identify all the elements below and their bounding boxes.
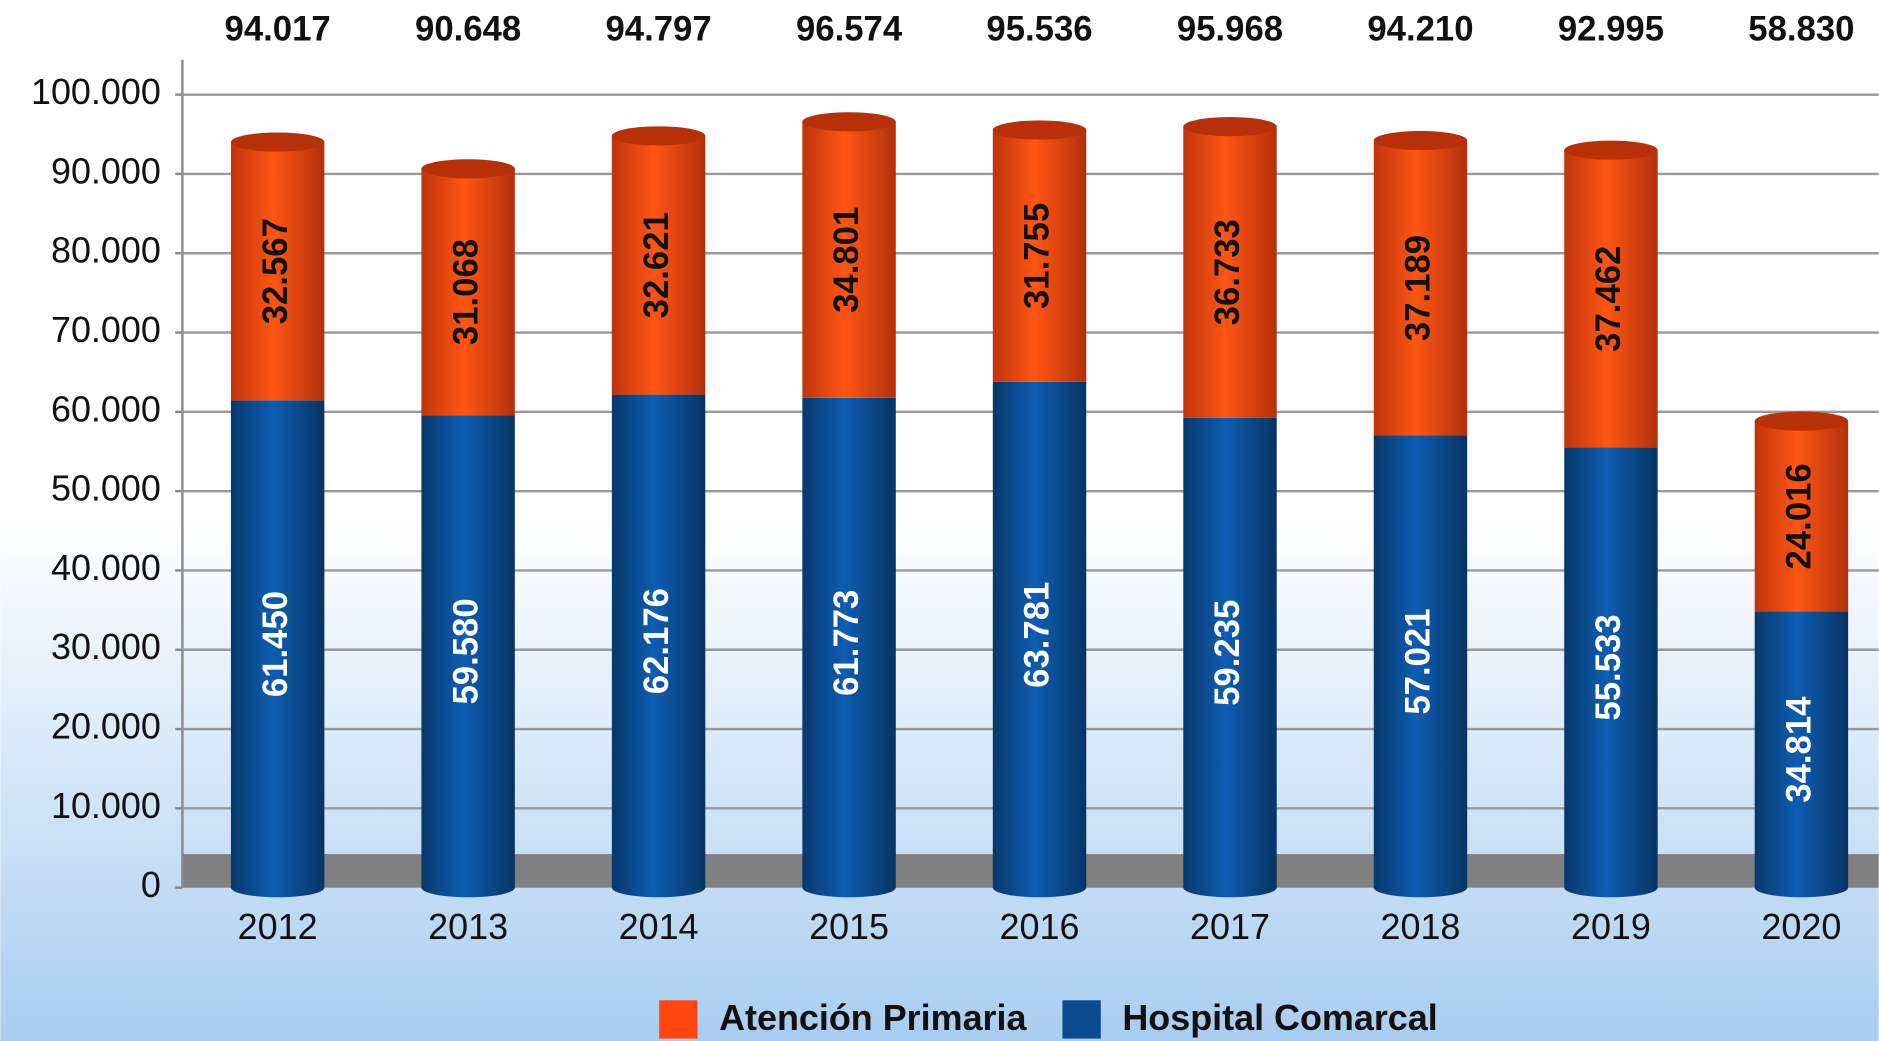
data-label: 63.781 [1019, 582, 1057, 688]
bar-cap [1373, 130, 1468, 151]
bar-segment [1564, 150, 1658, 448]
y-tick-label: 60.000 [51, 388, 161, 429]
total-label: 95.968 [1177, 10, 1283, 48]
x-tick-label: 2014 [619, 906, 699, 947]
bar-segment [1754, 611, 1849, 888]
total-label: 94.210 [1367, 10, 1473, 48]
bar-segment [1183, 126, 1277, 418]
bar-cap [1183, 117, 1277, 137]
y-tick-label: 50.000 [51, 468, 161, 509]
bar-segment [611, 394, 706, 888]
data-label: 55.533 [1590, 614, 1628, 720]
data-label: 31.068 [447, 239, 485, 345]
legend-label: Atención Primaria [719, 997, 1027, 1038]
data-label: 32.567 [257, 218, 295, 324]
bar-segment [421, 168, 515, 416]
y-tick-label: 40.000 [51, 547, 161, 588]
data-label: 37.462 [1590, 246, 1628, 352]
x-tick-label: 2015 [809, 906, 889, 947]
bar-cap [421, 159, 515, 179]
bar-cap [611, 126, 706, 146]
y-tick-label: 20.000 [51, 706, 161, 747]
legend-swatch [1062, 1000, 1101, 1039]
data-label: 62.176 [638, 588, 676, 694]
y-tick-label: 0 [141, 864, 161, 905]
x-tick-label: 2013 [428, 906, 508, 947]
bar-segment [992, 130, 1087, 382]
data-label: 37.189 [1400, 235, 1438, 341]
bar-segment [230, 400, 325, 888]
data-label: 34.814 [1781, 696, 1819, 803]
data-label: 32.621 [638, 212, 676, 318]
x-tick-label: 2020 [1761, 906, 1841, 947]
legend-label: Hospital Comarcal [1122, 997, 1437, 1038]
bar-cap [1754, 411, 1849, 431]
x-tick-label: 2018 [1381, 906, 1461, 947]
bar-segment [1373, 140, 1468, 436]
bar-segment [1564, 447, 1658, 888]
y-tick-label: 90.000 [51, 150, 161, 191]
bar-segment [230, 142, 325, 401]
data-label: 24.016 [1781, 463, 1819, 569]
x-tick-label: 2017 [1190, 906, 1270, 947]
legend-swatch [659, 1000, 698, 1039]
bar-segment [802, 121, 896, 398]
x-tick-label: 2019 [1571, 906, 1651, 947]
data-label: 36.733 [1209, 219, 1247, 325]
bar-segment [1754, 421, 1849, 612]
bar-cap [1564, 140, 1658, 160]
bar-segment [611, 135, 706, 395]
bar-cap [802, 112, 896, 132]
bar-cap [230, 132, 325, 152]
total-label: 90.648 [415, 10, 521, 48]
bar-segment [1183, 417, 1277, 888]
data-label: 31.755 [1019, 203, 1057, 309]
data-label: 34.801 [828, 207, 866, 313]
total-label: 96.574 [796, 10, 903, 48]
total-label: 58.830 [1748, 10, 1854, 48]
total-label: 92.995 [1558, 10, 1664, 48]
total-label: 95.536 [986, 10, 1092, 48]
y-tick-label: 80.000 [51, 230, 161, 271]
x-tick-label: 2016 [1000, 906, 1080, 947]
data-label: 59.580 [447, 598, 485, 704]
y-tick-label: 30.000 [51, 626, 161, 667]
data-label: 59.235 [1209, 600, 1247, 706]
bar-segment [992, 381, 1087, 888]
data-label: 57.021 [1400, 608, 1438, 714]
bar-cap [992, 120, 1087, 140]
bar-segment [802, 397, 896, 888]
y-tick-label: 70.000 [51, 309, 161, 350]
data-label: 61.450 [257, 591, 295, 697]
y-tick-label: 100.000 [31, 71, 161, 112]
x-tick-label: 2012 [238, 906, 318, 947]
total-label: 94.017 [225, 10, 331, 48]
y-tick-label: 10.000 [51, 785, 161, 826]
total-label: 94.797 [605, 10, 711, 48]
bar-segment [1373, 435, 1468, 888]
data-label: 61.773 [828, 590, 866, 696]
bar-segment [421, 415, 515, 888]
